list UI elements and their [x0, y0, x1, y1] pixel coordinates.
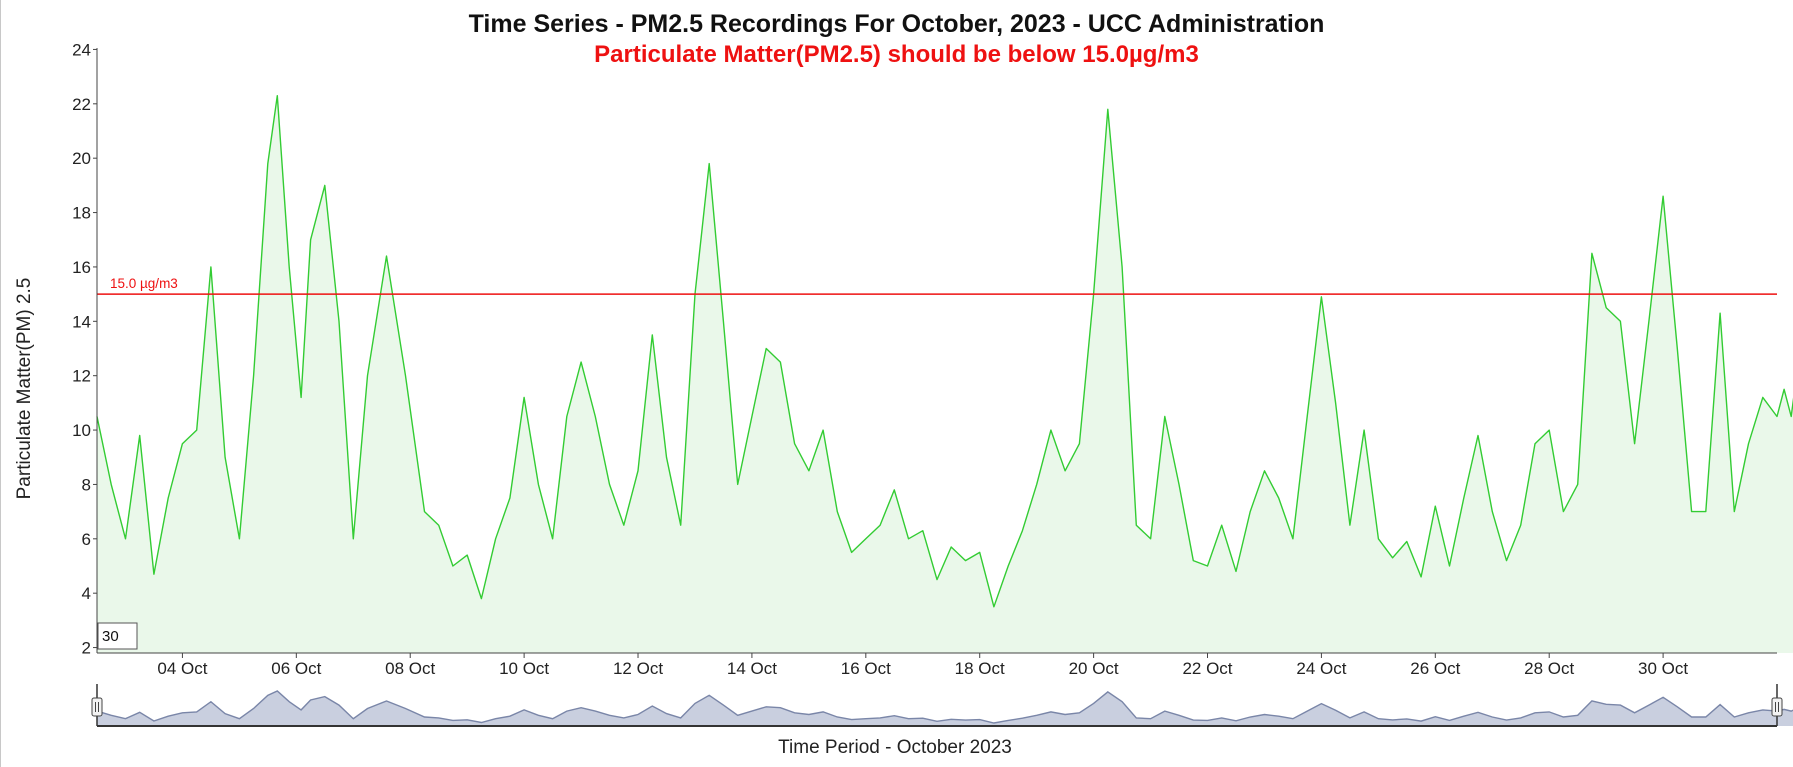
x-tick-label: 24 Oct	[1296, 659, 1346, 678]
x-tick-label: 20 Oct	[1069, 659, 1119, 678]
chart-title: Time Series - PM2.5 Recordings For Octob…	[468, 10, 1325, 38]
x-tick-label: 22 Oct	[1182, 659, 1232, 678]
y-tick-label: 22	[72, 95, 91, 114]
y-tick-label: 10	[72, 421, 91, 440]
range-navigator[interactable]	[91, 684, 1793, 727]
y-axis-title: Particulate Matter(PM) 2.5	[14, 278, 35, 500]
y-tick-label: 14	[72, 312, 91, 331]
y-tick-label: 2	[82, 639, 91, 658]
x-tick-label: 30 Oct	[1638, 659, 1688, 678]
x-tick-label: 08 Oct	[385, 659, 435, 678]
y-tick-label: 16	[72, 258, 91, 277]
y-tick-label: 6	[82, 530, 91, 549]
y-tick-label: 4	[82, 584, 91, 603]
navigator-right-handle[interactable]	[1771, 697, 1783, 717]
smoothing-input-box[interactable]	[97, 622, 138, 650]
navigator-line	[96, 690, 1793, 724]
x-tick-label: 16 Oct	[841, 659, 891, 678]
smoothing-input-value[interactable]: 30	[102, 628, 119, 645]
x-tick-label: 12 Oct	[613, 659, 663, 678]
threshold-label: 15.0 µg/m3	[110, 276, 178, 291]
x-tick-label: 18 Oct	[955, 659, 1005, 678]
navigator-handle-grip[interactable]	[1771, 697, 1783, 717]
y-tick-label: 8	[82, 475, 91, 494]
series-area-fill	[97, 95, 1793, 653]
window-left-edge	[0, 0, 1, 767]
y-tick-label: 20	[72, 149, 91, 168]
x-tick-label: 06 Oct	[271, 659, 321, 678]
x-tick-label: 26 Oct	[1410, 659, 1460, 678]
navigator-left-handle[interactable]	[91, 697, 103, 717]
y-tick-label: 12	[72, 367, 91, 386]
navigator-area	[97, 691, 1793, 726]
x-tick-label: 10 Oct	[499, 659, 549, 678]
chart-subtitle: Particulate Matter(PM2.5) should be belo…	[594, 41, 1199, 68]
x-tick-label: 28 Oct	[1524, 659, 1574, 678]
x-tick-label: 04 Oct	[157, 659, 207, 678]
x-tick-label: 14 Oct	[727, 659, 777, 678]
x-axis-title: Time Period - October 2023	[778, 737, 1012, 758]
y-tick-label: 18	[72, 204, 91, 223]
series-line	[96, 95, 1793, 608]
navigator-handle-grip[interactable]	[91, 697, 103, 717]
plot-area: 15.0 µg/m3	[96, 95, 1793, 653]
x-axis-ticks: 04 Oct 06 Oct 08 Oct 10 Oct 12 Oct 14 Oct 16 O…	[157, 653, 1688, 678]
y-tick-label: 24	[72, 40, 91, 59]
smoothing-input[interactable]: 30	[97, 622, 138, 650]
